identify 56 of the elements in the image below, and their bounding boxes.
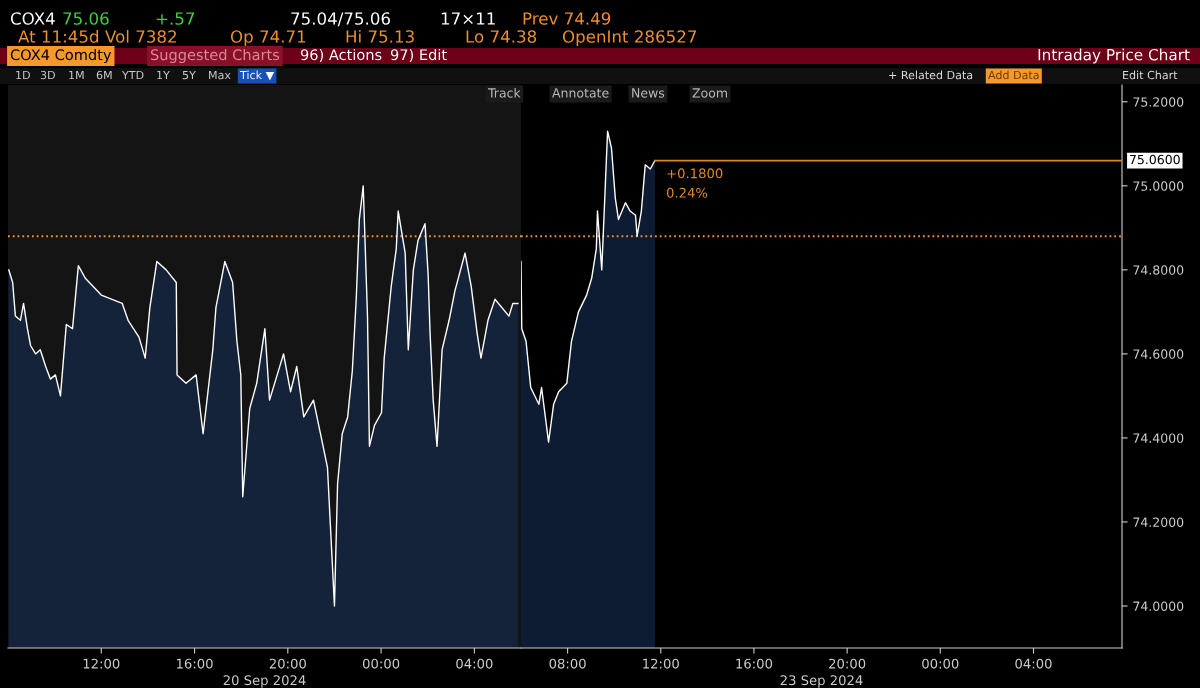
annotation: Annotate: [552, 88, 609, 98]
annotation: News: [632, 88, 665, 98]
text: YTD: [121, 70, 144, 80]
text: OpenInt 286527: [562, 30, 697, 47]
text: 6M: [96, 70, 112, 80]
y-tick-label: 74.4000: [1133, 433, 1184, 443]
text: Max: [209, 70, 231, 80]
annotation: +0.1800: [667, 168, 723, 179]
y-tick-label: 75.2000: [1133, 97, 1184, 107]
text: 17×11: [441, 12, 495, 25]
text: COX4 Comdty: [10, 48, 112, 64]
text: +.57: [156, 12, 195, 25]
x-tick-label: 20:00: [829, 658, 866, 669]
text: Prev 74.49: [523, 12, 611, 25]
x-tick-label: 04:00: [456, 658, 493, 669]
text: 75.06: [63, 12, 109, 25]
text: Edit Chart: [1123, 70, 1178, 80]
y-tick-label: 75.0000: [1133, 181, 1184, 191]
text: At 11:45d: [18, 29, 99, 43]
text: Op 74.71: [230, 30, 306, 47]
x-tick-label: 20:00: [269, 658, 306, 669]
annotation: 0.24%: [666, 187, 708, 198]
text: Add Data: [988, 70, 1039, 80]
text: 1D: [16, 70, 30, 80]
y-tick-label: 74.8000: [1133, 265, 1184, 275]
x-tick-label: 00:00: [362, 658, 400, 669]
x-tick-label: 16:00: [176, 658, 213, 669]
annotation: Zoom: [692, 88, 727, 98]
x-tick-label: 08:00: [549, 658, 586, 669]
text: 3D: [40, 70, 55, 80]
text: 23 Sep 2024: [780, 675, 863, 688]
annotation: Track: [487, 87, 521, 98]
text: 20 Sep 2024: [223, 675, 306, 688]
text: 1Y: [157, 70, 170, 80]
text: COX4: [10, 12, 55, 25]
y-tick-label: 74.6000: [1133, 349, 1184, 359]
x-tick-label: 00:00: [922, 658, 959, 669]
text: Lo 74.38: [466, 30, 537, 43]
text: Suggested Charts: [150, 48, 280, 64]
text: 75.04/75.06: [291, 12, 390, 27]
text: + Related Data: [889, 70, 973, 80]
text: 96) Actions: [300, 48, 382, 62]
text: Tick ▼: [239, 70, 275, 81]
y-tick-label: 74.2000: [1133, 517, 1184, 527]
x-tick-label: 04:00: [1015, 658, 1052, 669]
ref-line-label: 75.0600: [1129, 154, 1180, 165]
chart-title: Intraday Price Chart: [1038, 48, 1190, 64]
text: Vol 7382: [105, 29, 176, 43]
y-tick-label: 74.0000: [1133, 601, 1184, 611]
x-tick-label: 12:00: [643, 658, 679, 669]
text: 97) Edit: [390, 48, 447, 62]
x-tick-label: 12:00: [83, 658, 120, 669]
text: 1M: [69, 70, 84, 80]
text: 5Y: [182, 70, 196, 80]
x-tick-label: 16:00: [736, 658, 773, 669]
text: Hi 75.13: [346, 29, 414, 43]
